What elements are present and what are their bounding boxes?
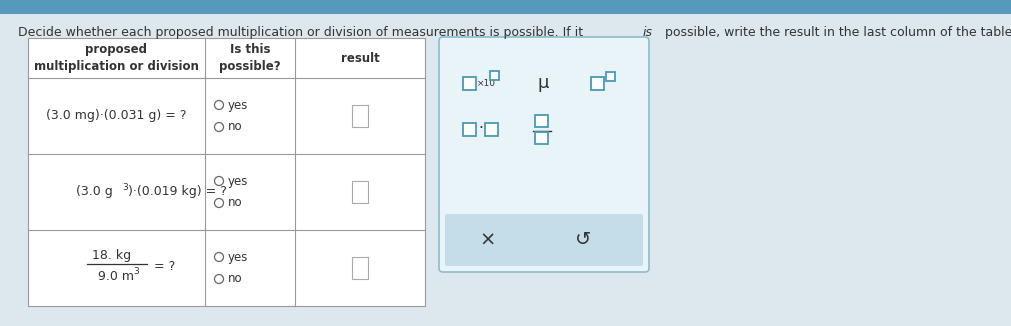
Circle shape: [214, 100, 223, 110]
Text: μ: μ: [537, 74, 549, 92]
Text: )·(0.019 kg) = ?: )·(0.019 kg) = ?: [128, 185, 227, 199]
Text: ×10: ×10: [477, 79, 496, 88]
Text: 3: 3: [133, 266, 140, 275]
Text: yes: yes: [228, 174, 249, 187]
Bar: [490, 71, 499, 80]
Bar: [591, 77, 604, 90]
Circle shape: [214, 199, 223, 208]
Text: ·: ·: [478, 122, 483, 137]
Bar: [28, 38, 425, 306]
Text: ×: ×: [480, 230, 496, 249]
Bar: [0, 0, 1011, 16]
Text: 9.0 m: 9.0 m: [98, 270, 134, 283]
Circle shape: [214, 176, 223, 185]
Text: no: no: [228, 273, 243, 286]
FancyBboxPatch shape: [445, 214, 643, 266]
Bar: [463, 77, 476, 90]
Circle shape: [214, 253, 223, 261]
Text: no: no: [228, 197, 243, 210]
FancyBboxPatch shape: [439, 37, 649, 272]
Circle shape: [214, 123, 223, 131]
Text: possible, write the result in the last column of the table.: possible, write the result in the last c…: [661, 26, 1011, 39]
Text: result: result: [341, 52, 379, 65]
Text: proposed
multiplication or division: proposed multiplication or division: [34, 43, 199, 73]
Text: Is this
possible?: Is this possible?: [219, 43, 281, 73]
Bar: [352, 257, 368, 279]
Text: yes: yes: [228, 250, 249, 263]
Bar: [485, 123, 498, 136]
Text: is: is: [643, 26, 653, 39]
Text: Decide whether each proposed multiplication or division of measurements is possi: Decide whether each proposed multiplicat…: [18, 26, 587, 39]
Text: (3.0 g: (3.0 g: [77, 185, 113, 199]
Bar: [535, 115, 548, 127]
Text: 18. kg: 18. kg: [92, 248, 131, 261]
Text: ↺: ↺: [575, 230, 591, 249]
Text: yes: yes: [228, 98, 249, 111]
Text: (3.0 mg)·(0.031 g) = ?: (3.0 mg)·(0.031 g) = ?: [47, 110, 187, 123]
Bar: [606, 72, 615, 81]
Text: no: no: [228, 121, 243, 134]
Bar: [352, 105, 368, 127]
Bar: [463, 123, 476, 136]
Bar: [352, 181, 368, 203]
Text: 3: 3: [122, 183, 128, 191]
Bar: [535, 132, 548, 144]
Circle shape: [214, 274, 223, 284]
Text: = ?: = ?: [155, 259, 176, 273]
